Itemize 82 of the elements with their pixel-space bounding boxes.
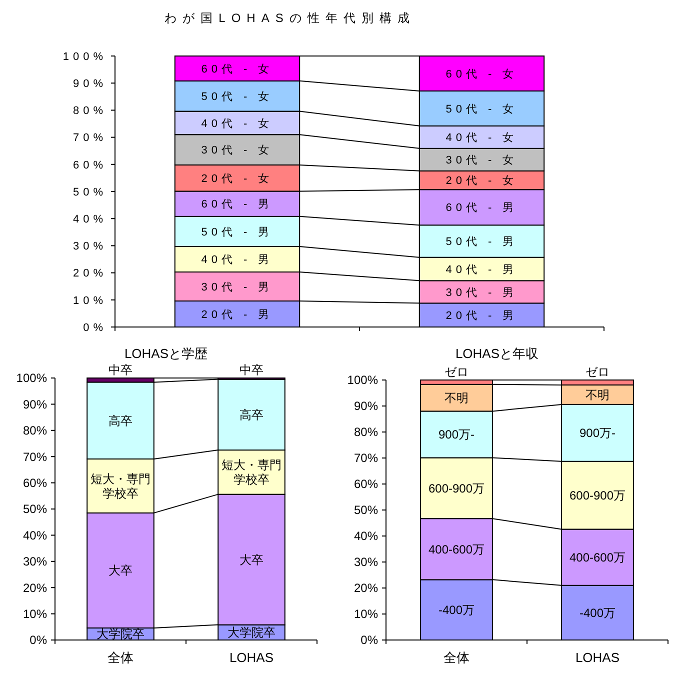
text: 短大・専門学校卒 xyxy=(90,472,150,500)
series-label: -400万 xyxy=(438,603,475,618)
y-tick-label: 0% xyxy=(30,633,48,648)
y-tick-label: 70% xyxy=(22,450,48,464)
series-label: 40代 - 女 xyxy=(446,132,518,144)
y-tick-label: 70% xyxy=(72,132,107,144)
chart-title: わが国LOHASの性年代別構成 xyxy=(164,11,416,25)
x-tick-label: LOHAS xyxy=(575,650,620,665)
text: 400-600万 xyxy=(569,550,626,565)
y-tick-label: 70% xyxy=(354,451,378,466)
y-tick-label: 100% xyxy=(347,373,378,388)
y-tick-label: 50% xyxy=(22,502,48,516)
text: 600-900万 xyxy=(569,488,626,503)
y-tick-label: 30% xyxy=(354,555,378,570)
y-tick-label: 10% xyxy=(72,294,107,307)
x-tick-label: 全体 xyxy=(108,650,134,665)
series-label: 50代 - 男 xyxy=(201,226,274,238)
text: 不明 xyxy=(444,391,468,406)
series-label: 短大・専門学校卒 xyxy=(222,458,282,487)
series-label: 大卒 xyxy=(240,552,264,567)
y-tick-label: 50% xyxy=(72,186,107,198)
text: -400万 xyxy=(579,606,616,620)
y-tick-label: 90% xyxy=(22,397,48,412)
y-tick-label: 10% xyxy=(22,607,48,621)
y-tick-label: 40% xyxy=(72,213,107,226)
y-tick-label: 0% xyxy=(83,322,107,334)
y-tick-label: 0% xyxy=(360,633,378,648)
y-tick-label: 20% xyxy=(354,581,378,596)
y-tick-label: 40% xyxy=(22,528,48,542)
y-tick-label: 100% xyxy=(62,50,107,63)
x-tick-label: LOHAS xyxy=(229,650,274,665)
y-tick-label: 90% xyxy=(72,78,107,90)
text: 大学院卒 xyxy=(96,627,144,642)
series-label: 600-900万 xyxy=(428,481,485,496)
chart-title: LOHASと学歴 xyxy=(124,346,208,361)
series-label: 高卒 xyxy=(240,408,264,422)
y-tick-label: 30% xyxy=(22,554,48,569)
series-label: 30代 - 女 xyxy=(446,154,518,167)
y-tick-label: 60% xyxy=(22,476,48,490)
text: 40代 - 女 xyxy=(201,118,274,130)
text: 50代 - 男 xyxy=(446,236,518,248)
series-label: 50代 - 女 xyxy=(201,90,274,103)
y-tick-label: 90% xyxy=(354,399,378,414)
y-tick-label: 80% xyxy=(22,424,48,438)
text: 60代 - 男 xyxy=(446,202,518,214)
text: 中卒 xyxy=(240,363,264,377)
y-tick-label: 20% xyxy=(22,580,48,595)
text: 60代 - 女 xyxy=(446,68,518,80)
text: 大卒 xyxy=(108,564,132,578)
y-tick-label: 60% xyxy=(354,477,378,492)
y-tick-label: 40% xyxy=(354,529,378,544)
series-label: 40代 - 男 xyxy=(446,264,518,276)
series-label: 400-600万 xyxy=(428,542,485,556)
series-label: 20代 - 男 xyxy=(446,310,518,322)
y-tick-label: 80% xyxy=(354,425,378,440)
text: 30代 - 女 xyxy=(201,144,274,157)
series-label: ゼロ xyxy=(444,365,468,379)
y-tick-label: 10% xyxy=(354,607,378,622)
text: 30代 - 男 xyxy=(201,281,274,294)
text: 900万- xyxy=(579,426,616,440)
text: 高卒 xyxy=(108,414,132,428)
y-tick-label: 60% xyxy=(72,159,107,172)
y-tick-label: 20% xyxy=(72,268,107,280)
text: ゼロ xyxy=(586,365,610,379)
series-label: 大学院卒 xyxy=(228,626,276,640)
text: 20代 - 女 xyxy=(201,172,274,185)
series-label: 900万- xyxy=(438,428,475,442)
y-tick-label: 100% xyxy=(16,371,48,386)
series-label: 60代 - 男 xyxy=(201,198,274,211)
series-label: 不明 xyxy=(586,388,610,402)
y-tick-label: 50% xyxy=(354,503,378,518)
text: 20代 - 男 xyxy=(201,308,274,321)
text: 50代 - 女 xyxy=(446,103,518,116)
series-label: 中卒 xyxy=(108,363,132,377)
series-label: 30代 - 男 xyxy=(446,286,518,299)
text: 40代 - 男 xyxy=(201,254,274,266)
x-tick-label: 全体 xyxy=(444,650,470,665)
y-tick-label: 30% xyxy=(72,240,107,253)
series-label: 20代 - 女 xyxy=(446,175,518,188)
chart-title: LOHASと年収 xyxy=(455,346,539,361)
series-label: 60代 - 女 xyxy=(201,63,274,76)
y-tick-label: 80% xyxy=(72,105,107,118)
